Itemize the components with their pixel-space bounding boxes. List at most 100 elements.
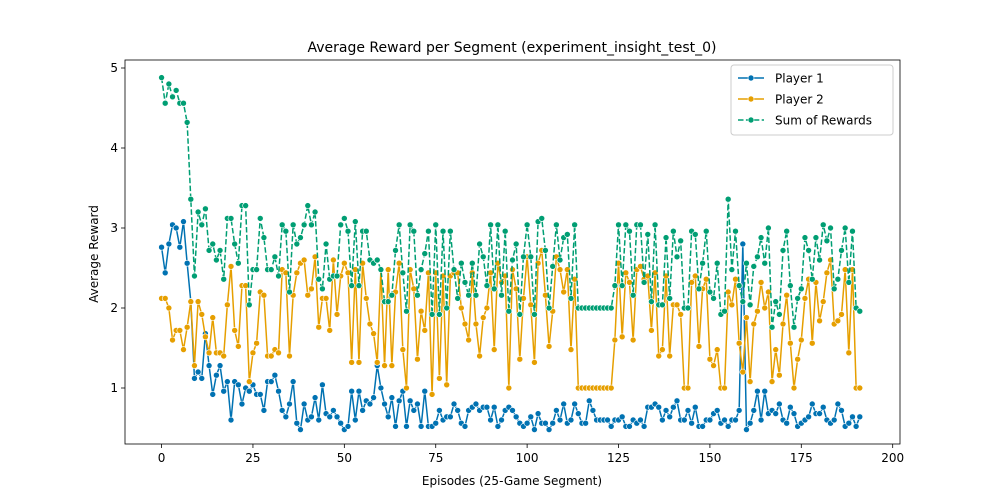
data-point bbox=[373, 359, 381, 366]
data-point bbox=[827, 224, 834, 232]
data-point bbox=[315, 323, 323, 331]
data-point bbox=[479, 314, 487, 321]
data-point bbox=[512, 413, 520, 421]
data-point bbox=[256, 215, 264, 222]
data-point bbox=[209, 314, 217, 321]
data-point bbox=[801, 295, 809, 302]
data-point bbox=[640, 279, 648, 286]
data-point bbox=[432, 419, 440, 427]
data-point bbox=[472, 291, 480, 299]
data-point bbox=[319, 285, 326, 293]
data-point bbox=[209, 240, 217, 248]
data-point bbox=[315, 275, 323, 283]
data-point bbox=[509, 407, 516, 414]
data-point bbox=[691, 231, 699, 238]
data-point bbox=[271, 253, 279, 261]
data-point bbox=[458, 304, 465, 312]
data-point bbox=[245, 301, 253, 309]
data-point bbox=[677, 311, 684, 318]
data-point bbox=[670, 227, 677, 235]
data-point bbox=[355, 387, 363, 395]
data-point bbox=[330, 407, 337, 414]
data-point bbox=[830, 285, 838, 293]
data-point bbox=[235, 343, 242, 350]
data-point bbox=[271, 371, 279, 379]
data-point bbox=[209, 391, 217, 398]
data-point bbox=[344, 423, 352, 430]
data-point bbox=[410, 285, 418, 293]
data-point bbox=[224, 378, 231, 385]
data-point bbox=[194, 368, 202, 376]
data-point bbox=[432, 221, 440, 229]
data-point bbox=[330, 256, 337, 264]
data-point bbox=[637, 221, 644, 229]
data-point bbox=[706, 416, 714, 424]
data-point bbox=[238, 400, 246, 408]
data-point bbox=[779, 320, 787, 328]
data-point bbox=[348, 387, 355, 395]
data-point bbox=[673, 301, 681, 309]
data-point bbox=[194, 298, 202, 305]
data-point bbox=[699, 423, 706, 430]
data-point bbox=[713, 346, 721, 353]
data-point bbox=[161, 269, 169, 277]
data-point bbox=[202, 333, 209, 341]
data-point bbox=[428, 311, 436, 318]
data-point bbox=[355, 282, 363, 289]
data-point bbox=[392, 423, 399, 430]
data-point bbox=[567, 295, 575, 302]
data-point bbox=[169, 93, 176, 101]
data-point bbox=[414, 400, 421, 408]
data-point bbox=[348, 359, 355, 366]
data-point bbox=[213, 256, 220, 264]
data-point bbox=[615, 221, 622, 229]
data-point bbox=[403, 384, 410, 392]
data-point bbox=[490, 346, 498, 353]
data-point bbox=[337, 419, 344, 427]
data-point bbox=[304, 202, 312, 209]
data-point bbox=[618, 282, 626, 289]
data-point bbox=[607, 423, 615, 430]
data-point bbox=[834, 275, 842, 283]
data-point bbox=[180, 346, 187, 353]
data-point bbox=[461, 423, 469, 430]
data-point bbox=[659, 301, 666, 309]
data-point bbox=[249, 349, 257, 357]
data-point bbox=[242, 202, 249, 209]
legend-box bbox=[730, 64, 894, 136]
data-point bbox=[659, 346, 666, 353]
data-point bbox=[191, 362, 198, 369]
legend-label-player-2: Player 2 bbox=[775, 93, 824, 107]
data-point bbox=[308, 285, 315, 293]
data-point bbox=[746, 419, 754, 427]
data-point bbox=[779, 247, 787, 254]
data-point bbox=[198, 311, 206, 318]
y-tick-label: 2 bbox=[110, 301, 118, 315]
data-point bbox=[618, 333, 626, 341]
data-point bbox=[278, 221, 286, 229]
data-point bbox=[326, 413, 334, 421]
data-point bbox=[220, 387, 227, 395]
data-point bbox=[655, 403, 663, 411]
data-point bbox=[808, 275, 816, 283]
data-point bbox=[165, 80, 173, 88]
data-point bbox=[735, 282, 743, 289]
data-point bbox=[483, 304, 491, 312]
data-point bbox=[161, 295, 169, 302]
data-point bbox=[183, 119, 191, 126]
data-point bbox=[260, 291, 268, 299]
data-point bbox=[783, 227, 790, 235]
data-point bbox=[739, 298, 747, 305]
legend: Player 1 Player 2 Sum of Rewards bbox=[730, 64, 894, 136]
data-point bbox=[341, 215, 348, 222]
data-point bbox=[421, 250, 429, 257]
data-point bbox=[384, 413, 392, 421]
data-point bbox=[761, 259, 769, 267]
data-point bbox=[414, 291, 421, 299]
data-point bbox=[556, 416, 564, 424]
data-point bbox=[505, 384, 513, 392]
data-point bbox=[768, 323, 776, 331]
data-point bbox=[377, 384, 385, 392]
data-point bbox=[564, 231, 571, 238]
